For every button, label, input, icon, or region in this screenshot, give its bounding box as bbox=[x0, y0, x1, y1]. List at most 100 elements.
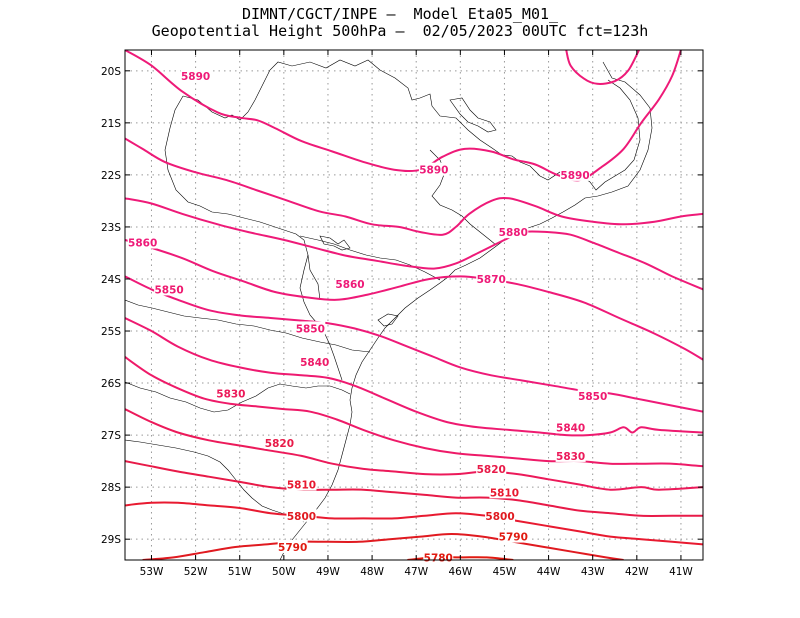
contour-labels: 5890 5890 5890 5880 5870 5860 5860 5850 5850 5850… bbox=[127, 69, 608, 564]
y-tick-label: 29S bbox=[101, 534, 121, 546]
contour-label: 5890 bbox=[560, 170, 589, 182]
contour-label-bg bbox=[335, 277, 366, 291]
contour-label-bg bbox=[264, 435, 295, 449]
contour-label: 5880 bbox=[499, 227, 528, 239]
axis-ticks: 53W 52W 51W 50W 49W 48W 47W 46W 45W 44W 43W 42W 41W 2… bbox=[101, 50, 703, 578]
coastline-and-borders bbox=[125, 59, 653, 560]
contour-label: 5800 bbox=[485, 511, 514, 523]
contour-label-bg bbox=[299, 355, 330, 369]
contour-label-bg bbox=[485, 508, 516, 522]
x-tick-label: 45W bbox=[493, 566, 517, 578]
contour-label-bg bbox=[577, 389, 608, 403]
contour-label-bg bbox=[286, 508, 317, 522]
x-tick-label: 51W bbox=[228, 566, 252, 578]
y-tick-label: 20S bbox=[101, 66, 121, 78]
figure-title: DIMNT/CGCT/INPE – Model Eta05_M01_ Geopo… bbox=[0, 6, 800, 40]
contour-closed-high bbox=[565, 50, 640, 85]
contour-label: 5870 bbox=[477, 274, 506, 286]
x-tick-label: 43W bbox=[581, 566, 605, 578]
contour-label-bg bbox=[560, 167, 591, 181]
contour-label: 5790 bbox=[499, 532, 528, 544]
y-tick-label: 22S bbox=[101, 170, 121, 182]
x-tick-label: 49W bbox=[316, 566, 340, 578]
height-contours bbox=[125, 50, 703, 560]
border-sp-pr bbox=[299, 235, 441, 281]
contour-5890 bbox=[125, 50, 682, 182]
contour-label: 5890 bbox=[181, 71, 210, 83]
y-tick-label: 23S bbox=[101, 222, 121, 234]
contour-label: 5790 bbox=[278, 542, 307, 554]
reservoir-furnas bbox=[449, 97, 497, 133]
contour-label: 5850 bbox=[578, 391, 607, 403]
contour-5870 bbox=[125, 238, 703, 361]
x-tick-label: 44W bbox=[537, 566, 561, 578]
x-tick-label: 48W bbox=[360, 566, 384, 578]
contour-5840 bbox=[125, 356, 703, 468]
contour-label-bg bbox=[418, 162, 449, 176]
contour-label-bg bbox=[555, 420, 586, 434]
border-argentina-rs bbox=[125, 439, 305, 523]
x-tick-label: 50W bbox=[272, 566, 296, 578]
contour-5850 bbox=[125, 317, 703, 437]
map-frame bbox=[124, 49, 704, 561]
contour-label: 5840 bbox=[300, 357, 329, 369]
contour-label-bg bbox=[215, 386, 246, 400]
x-tick-label: 47W bbox=[404, 566, 428, 578]
y-tick-label: 24S bbox=[101, 274, 121, 286]
contour-5810 bbox=[125, 501, 703, 546]
contour-label: 5860 bbox=[335, 279, 364, 291]
contour-label: 5860 bbox=[128, 238, 157, 250]
contour-5890 bbox=[125, 137, 703, 236]
contour-label: 5830 bbox=[216, 388, 245, 400]
contour-5830 bbox=[125, 408, 703, 491]
contour-label: 5840 bbox=[556, 422, 585, 434]
contour-label-bg bbox=[489, 485, 520, 499]
y-tick-label: 26S bbox=[101, 378, 121, 390]
contour-label-bg bbox=[277, 539, 308, 553]
contour-label: 5830 bbox=[556, 451, 585, 463]
lat-lon-grid bbox=[125, 50, 703, 560]
contour-label-bg bbox=[476, 271, 507, 285]
state-border-paranapanema bbox=[164, 95, 321, 301]
lake-itaipu bbox=[319, 235, 351, 251]
state-border-north bbox=[182, 59, 641, 191]
contour-label-bg bbox=[180, 69, 211, 83]
contour-5820 bbox=[125, 460, 703, 517]
bay-paranagua bbox=[377, 313, 399, 327]
contour-label-bg bbox=[295, 321, 326, 335]
x-tick-label: 41W bbox=[669, 566, 693, 578]
contour-label-bg bbox=[498, 529, 529, 543]
x-tick-label: 52W bbox=[184, 566, 208, 578]
contour-label: 5800 bbox=[287, 511, 316, 523]
contour-5880 bbox=[125, 197, 703, 291]
contour-label: 5780 bbox=[424, 552, 453, 564]
contour-label-bg bbox=[555, 448, 586, 462]
title-line-2: Geopotential Height 500hPa – 02/05/2023 … bbox=[151, 22, 649, 40]
contour-label: 5850 bbox=[296, 323, 325, 335]
contour-5860 bbox=[125, 275, 703, 413]
contour-label: 5820 bbox=[477, 464, 506, 476]
y-tick-label: 27S bbox=[101, 430, 121, 442]
contour-label: 5820 bbox=[265, 438, 294, 450]
x-tick-label: 42W bbox=[625, 566, 649, 578]
x-tick-label: 46W bbox=[448, 566, 472, 578]
y-tick-label: 28S bbox=[101, 482, 121, 494]
coastline bbox=[279, 61, 653, 560]
y-tick-label: 25S bbox=[101, 326, 121, 338]
contour-label-bg bbox=[127, 235, 158, 249]
contour-label: 5810 bbox=[490, 487, 519, 499]
contour-5800 bbox=[142, 532, 624, 560]
contour-label-bg bbox=[154, 282, 185, 296]
contour-label: 5810 bbox=[287, 480, 316, 492]
y-tick-label: 21S bbox=[101, 118, 121, 130]
title-line-1: DIMNT/CGCT/INPE – Model Eta05_M01_ bbox=[241, 5, 559, 23]
contour-label: 5890 bbox=[419, 165, 448, 177]
border-sc-rs bbox=[125, 381, 351, 413]
contour-label-bg bbox=[286, 477, 317, 491]
border-pr-sc bbox=[125, 299, 371, 353]
contour-label-bg bbox=[498, 225, 529, 239]
contour-label-bg bbox=[476, 461, 507, 475]
contour-label: 5850 bbox=[155, 284, 184, 296]
x-tick-label: 53W bbox=[140, 566, 164, 578]
